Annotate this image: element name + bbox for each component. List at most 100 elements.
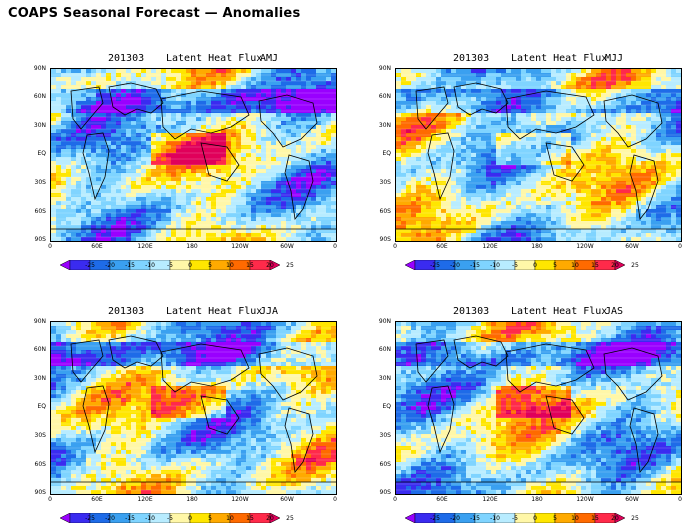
colorbar-label: 0: [188, 262, 192, 269]
colorbar-label: 15: [591, 262, 599, 269]
lat-label: 90N: [378, 318, 391, 325]
lat-label: 30N: [378, 122, 391, 129]
colorbar-label: 25: [631, 262, 639, 269]
lon-label: 0: [393, 496, 397, 503]
forecast-panel-1: 201303 Latent Heat Flux AMJ 90N 60N 30N EQ 30S 6…: [22, 52, 337, 272]
lon-label: 60E: [91, 243, 103, 250]
lat-label: 30N: [33, 122, 46, 129]
panel-variable: Latent Heat Flux: [166, 306, 263, 317]
lat-label: 30S: [379, 432, 391, 439]
colorbar-label: -25: [430, 515, 440, 522]
colorbar-label: 0: [188, 515, 192, 522]
colorbar-label: -25: [85, 515, 95, 522]
lat-label: 30S: [379, 179, 391, 186]
colorbar-label: 10: [571, 515, 579, 522]
lat-label: 60N: [378, 346, 391, 353]
colorbar-label: 25: [286, 262, 294, 269]
colorbar-label: 5: [208, 262, 212, 269]
colorbar-label: -10: [490, 515, 500, 522]
colorbar-label: 20: [266, 515, 274, 522]
colorbar-label: 20: [611, 262, 619, 269]
lat-label: 90N: [33, 318, 46, 325]
colorbar-label: -20: [450, 262, 460, 269]
colorbar-label: -15: [125, 515, 135, 522]
lat-label: EQ: [382, 150, 391, 157]
anomaly-map: [50, 321, 337, 495]
lon-label: 60W: [625, 243, 639, 250]
colorbar-label: -20: [105, 515, 115, 522]
anomaly-field: [51, 69, 336, 241]
lon-label: 60W: [280, 243, 294, 250]
panel-season: MJJ: [605, 53, 624, 64]
colorbar-label: -5: [512, 262, 518, 269]
lon-label: 0: [48, 496, 52, 503]
anomaly-map: [395, 321, 682, 495]
page-title: COAPS Seasonal Forecast — Anomalies: [8, 6, 301, 21]
colorbar-label: -15: [470, 515, 480, 522]
panel-season: JAS: [605, 306, 624, 317]
lon-label: 120W: [231, 243, 249, 250]
forecast-panel-3: 201303 Latent Heat Flux JJA 90N 60N 30N EQ 30S 6…: [22, 305, 337, 525]
lat-label: EQ: [37, 403, 46, 410]
forecast-panel-4: 201303 Latent Heat Flux JAS 90N 60N 30N EQ 30S 6…: [367, 305, 682, 525]
lon-label: 120E: [482, 243, 498, 250]
lat-label: 90S: [379, 236, 391, 243]
lon-label: 0: [48, 243, 52, 250]
panel-variable: Latent Heat Flux: [511, 53, 608, 64]
colorbar-label: -20: [105, 262, 115, 269]
colorbar-label: 15: [246, 262, 254, 269]
panel-season: AMJ: [260, 53, 279, 64]
lon-label: 0: [393, 243, 397, 250]
colorbar-label: 15: [246, 515, 254, 522]
anomaly-map: [395, 68, 682, 242]
colorbar-label: 0: [533, 515, 537, 522]
panel-variable: Latent Heat Flux: [166, 53, 263, 64]
forecast-panel-2: 201303 Latent Heat Flux MJJ 90N 60N 30N EQ 30S 6…: [367, 52, 682, 272]
colorbar-label: 10: [571, 262, 579, 269]
colorbar-label: -20: [450, 515, 460, 522]
colorbar-label: -25: [85, 262, 95, 269]
colorbar-label: 10: [226, 515, 234, 522]
lat-label: 30S: [34, 432, 46, 439]
panel-title: 201303 Latent Heat Flux JJA: [22, 305, 322, 319]
colorbar: -25 -20 -15 -10 -5 0 5 10 15 20 25: [405, 260, 673, 270]
lon-label: 120E: [137, 243, 153, 250]
lat-label: 60S: [379, 461, 391, 468]
lat-label: 90S: [34, 236, 46, 243]
colorbar-label: -25: [430, 262, 440, 269]
lon-label: 180: [531, 496, 543, 503]
panel-title: 201303 Latent Heat Flux JAS: [367, 305, 667, 319]
lon-label: 60W: [280, 496, 294, 503]
lon-label: 180: [186, 496, 198, 503]
colorbar-label: 5: [553, 262, 557, 269]
lat-label: 90S: [34, 489, 46, 496]
lon-label: 60E: [91, 496, 103, 503]
lat-label: 30S: [34, 179, 46, 186]
colorbar-label: -5: [167, 515, 173, 522]
lon-label: 60E: [436, 496, 448, 503]
colorbar-label: 25: [631, 515, 639, 522]
panel-date: 201303: [108, 53, 145, 64]
colorbar-swatches: [405, 260, 626, 270]
lat-label: 60N: [33, 346, 46, 353]
lon-label: 0: [333, 496, 337, 503]
panel-date: 201303: [453, 53, 490, 64]
colorbar-label: 0: [533, 262, 537, 269]
lon-label: 0: [678, 243, 682, 250]
lon-label: 180: [531, 243, 543, 250]
anomaly-field: [51, 322, 336, 494]
colorbar-label: 15: [591, 515, 599, 522]
lat-label: 90S: [379, 489, 391, 496]
lat-label: 60N: [33, 93, 46, 100]
lon-label: 180: [186, 243, 198, 250]
lat-label: EQ: [382, 403, 391, 410]
colorbar-swatches: [60, 260, 281, 270]
colorbar-label: 20: [266, 262, 274, 269]
lon-label: 60W: [625, 496, 639, 503]
colorbar-label: -10: [145, 262, 155, 269]
lon-label: 120E: [137, 496, 153, 503]
lon-label: 120E: [482, 496, 498, 503]
colorbar-swatches: [405, 513, 626, 523]
colorbar-label: 25: [286, 515, 294, 522]
colorbar: -25 -20 -15 -10 -5 0 5 10 15 20 25: [60, 513, 328, 523]
